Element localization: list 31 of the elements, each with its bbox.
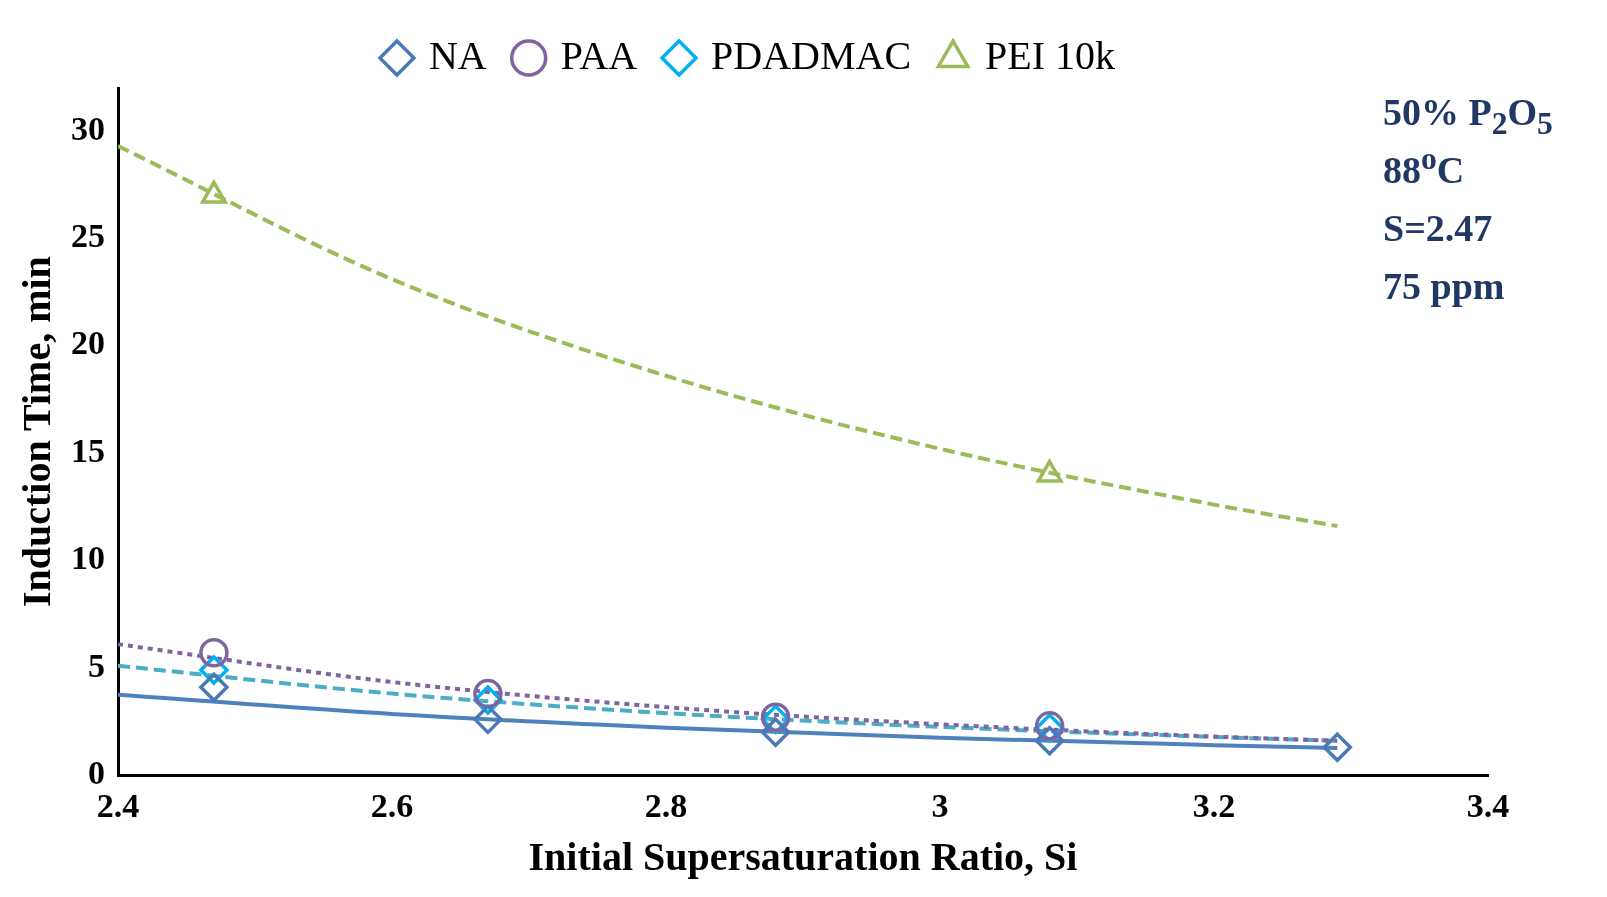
annotation: 88$^{o}$C [1383,141,1466,193]
point [199,672,229,702]
y-tick-label: 20 [71,324,105,362]
point [760,717,791,747]
x-axis-title: Initial Supersaturation Ratio, Si [528,834,1078,880]
x-tick-label: 2.8 [644,787,688,825]
point [199,178,228,204]
y-tick-label: 10 [71,539,105,577]
point [1036,459,1063,483]
y-tick-label: 25 [71,217,105,255]
point [1322,732,1353,763]
x-tick-label: 2.6 [370,787,414,825]
x-tick-label: 3 [931,787,949,825]
point [1034,726,1065,756]
annotation: 75 ppm [1383,264,1506,309]
legend-label: PDADMAC [711,32,912,78]
y-tick-label: 5 [88,646,105,684]
legend-label: PEI 10k [985,32,1116,78]
legend-label: PAA [560,32,638,78]
point [473,704,503,735]
line-series [118,143,1340,529]
point [199,638,229,668]
legend-label: NA [428,32,487,78]
y-tick-label: 15 [71,431,105,469]
x-tick-label: 3.4 [1466,787,1510,825]
y-axis-title: Induction Time, min [14,256,60,608]
y-tick-label: 30 [71,109,105,147]
point [473,678,503,709]
x-tick-label: 3.2 [1192,787,1236,825]
annotation: 50% P$_{2}$O$_{5}$ [1383,90,1553,141]
annotation: S=2.47 [1383,206,1494,251]
